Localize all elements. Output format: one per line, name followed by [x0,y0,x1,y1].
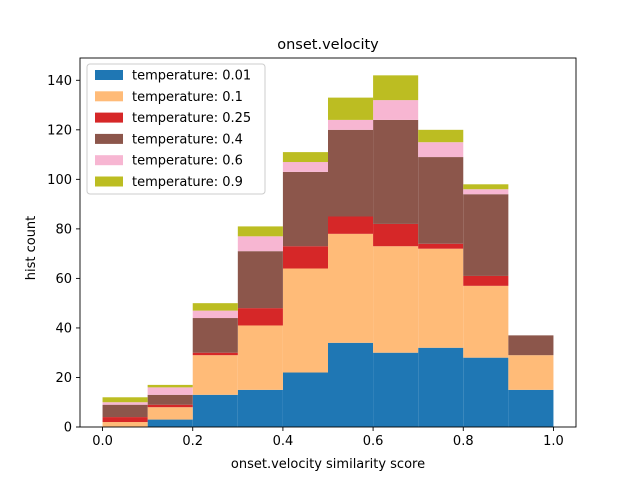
bar-series-4-bin-0 [102,402,148,405]
bar-series-3-bin-0 [102,404,148,418]
x-tick-label: 0.0 [92,434,113,449]
y-tick-label: 60 [55,272,72,287]
bar-series-5-bin-8 [463,184,509,190]
bar-series-1-bin-9 [508,355,554,390]
bar-series-0-bin-9 [508,389,554,427]
x-tick-label: 0.4 [273,434,294,449]
x-tick-label: 0.6 [363,434,384,449]
bar-series-3-bin-6 [373,119,419,224]
axes-layer [79,57,577,428]
legend-label-5: temperature: 0.9 [132,175,243,190]
bar-series-2-bin-4 [282,246,328,269]
y-tick-label: 140 [47,74,72,89]
y-tick-label: 20 [55,371,72,386]
bar-series-2-bin-5 [328,216,374,234]
bar-series-1-bin-0 [102,422,148,427]
bar-series-4-bin-4 [282,162,328,172]
bar-series-0-bin-7 [418,347,464,427]
bar-series-0-bin-8 [463,357,509,427]
legend-label-1: temperature: 0.1 [132,90,243,105]
bar-series-1-bin-2 [192,355,238,395]
bar-series-3-bin-7 [418,157,464,244]
bar-series-4-bin-8 [463,189,509,195]
bar-series-2-bin-7 [418,243,464,249]
x-tick-label: 0.2 [182,434,203,449]
legend-label-3: temperature: 0.4 [132,132,243,147]
y-axis-label: hist count [24,216,39,281]
y-tick-label: 80 [55,222,72,237]
legend-swatch-1 [95,91,123,102]
bar-series-1-bin-4 [282,268,328,373]
bar-series-0-bin-6 [373,352,419,427]
legend: temperature: 0.01 temperature: 0.1 tempera… [86,63,266,195]
bar-series-3-bin-1 [147,394,193,405]
bar-series-1-bin-1 [147,407,193,420]
bar-series-0-bin-3 [237,389,283,427]
ticks-layer: 0.0 0.2 0.4 0.6 0.8 1.0 0 20 40 60 80 100 120 140 [47,74,564,449]
bar-series-4-bin-2 [192,310,238,319]
bar-series-4-bin-1 [147,387,193,395]
x-axis-label: onset.velocity similarity score [231,457,425,472]
bar-series-2-bin-1 [147,404,193,408]
bar-series-5-bin-6 [373,75,419,101]
bar-series-4-bin-7 [418,142,464,158]
bar-series-5-bin-0 [102,397,148,403]
bar-series-3-bin-8 [463,194,509,276]
legend-swatch-4 [95,155,123,166]
bars-layer [102,75,554,427]
y-tick-label: 0 [64,421,72,436]
bar-series-4-bin-6 [373,100,419,120]
x-tick-label: 1.0 [543,434,564,449]
bar-series-1-bin-6 [373,246,419,353]
bar-series-1-bin-8 [463,285,509,358]
legend-label-0: temperature: 0.01 [132,69,251,84]
legend-frame [86,63,266,195]
legend-swatch-3 [95,133,123,144]
legend-label-4: temperature: 0.6 [132,154,243,169]
y-tick-label: 40 [55,321,72,336]
bar-series-1-bin-7 [418,248,464,348]
bar-series-5-bin-4 [282,152,328,163]
bar-series-0-bin-5 [328,342,374,427]
chart-title: onset.velocity [277,37,379,53]
bar-series-3-bin-9 [508,335,554,356]
legend-swatch-0 [95,70,123,80]
bar-series-1-bin-5 [328,233,374,343]
y-tick-label: 100 [47,173,72,188]
bar-series-5-bin-5 [328,97,374,120]
bar-series-1-bin-3 [237,325,283,390]
bar-series-2-bin-3 [237,308,283,326]
bar-series-5-bin-7 [418,129,464,143]
x-tick-label: 0.8 [453,434,474,449]
bar-series-3-bin-2 [192,318,238,353]
axes-frame [79,57,577,428]
bar-series-2-bin-8 [463,275,509,286]
y-tick-label: 120 [47,123,72,138]
bar-series-5-bin-1 [147,384,193,388]
bar-series-0-bin-1 [147,419,193,427]
bar-series-3-bin-4 [282,171,328,247]
bar-series-2-bin-0 [102,417,148,423]
bar-series-5-bin-2 [192,303,238,311]
legend-swatch-5 [95,176,123,187]
bar-series-0-bin-4 [282,372,328,427]
bar-series-3-bin-3 [237,251,283,309]
legend-label-2: temperature: 0.25 [132,111,251,126]
bar-series-3-bin-5 [328,129,374,217]
bar-series-4-bin-3 [237,236,283,252]
bar-series-2-bin-6 [373,223,419,247]
bar-series-4-bin-5 [328,119,374,130]
bar-series-2-bin-2 [192,352,238,356]
bar-series-0-bin-2 [192,394,238,427]
bar-series-5-bin-3 [237,226,283,237]
legend-swatch-2 [95,112,123,123]
